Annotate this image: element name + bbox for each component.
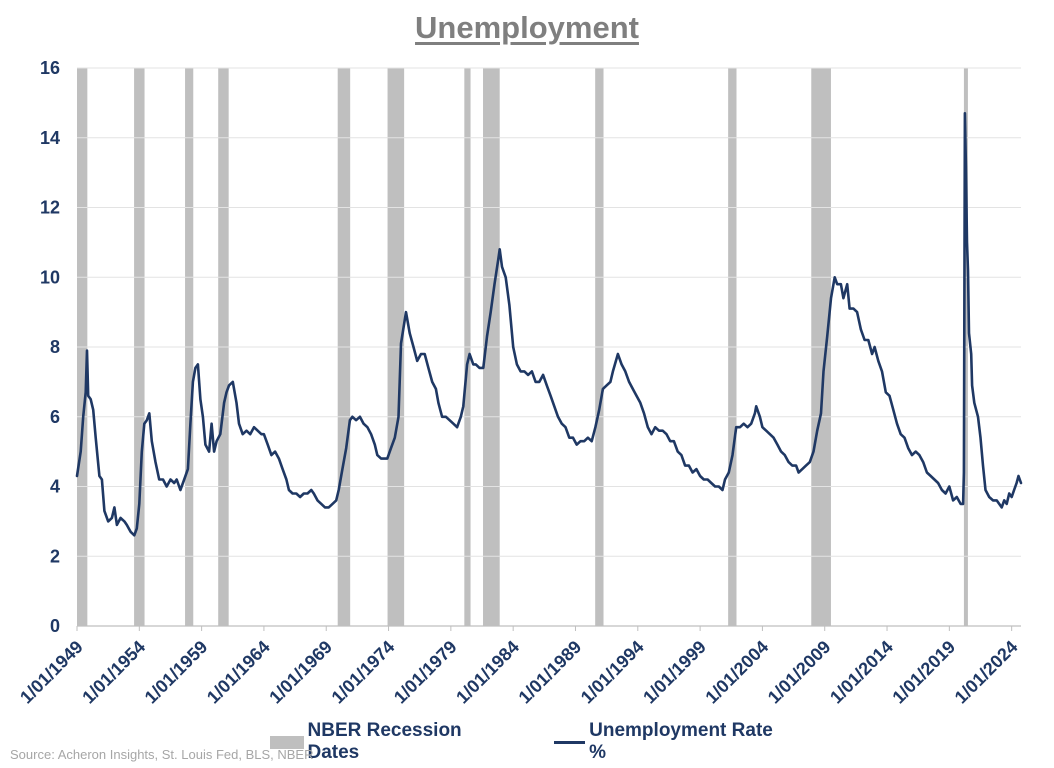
y-tick-label: 16 xyxy=(40,58,60,78)
y-tick-label: 8 xyxy=(50,337,60,357)
x-tick-label: 1/01/2009 xyxy=(764,637,835,708)
x-tick-label: 1/01/1989 xyxy=(515,637,586,708)
x-tick-label: 1/01/1994 xyxy=(577,637,648,708)
y-tick-label: 12 xyxy=(40,198,60,218)
y-tick-label: 0 xyxy=(50,616,60,636)
x-tick-label: 1/01/1959 xyxy=(141,637,212,708)
x-tick-label: 1/01/1954 xyxy=(78,637,149,708)
y-tick-label: 2 xyxy=(50,546,60,566)
x-tick-label: 1/01/1974 xyxy=(328,637,399,708)
source-note: Source: Acheron Insights, St. Louis Fed,… xyxy=(10,747,314,762)
y-tick-label: 14 xyxy=(40,128,60,148)
recession-swatch xyxy=(270,735,304,749)
x-tick-label: 1/01/2019 xyxy=(888,637,959,708)
x-tick-label: 1/01/1964 xyxy=(203,637,274,708)
x-tick-label: 1/01/1984 xyxy=(452,637,523,708)
chart-title: Unemployment xyxy=(415,10,639,45)
y-axis-ticks: 0 2 4 6 8 10 12 14 16 xyxy=(40,58,60,636)
x-tick-label: 1/01/2024 xyxy=(951,637,1022,708)
gridlines xyxy=(77,67,1021,627)
unemployment-line xyxy=(75,112,1023,537)
y-tick-label: 10 xyxy=(40,267,60,287)
legend-label-unemployment: Unemployment Rate % xyxy=(589,720,773,763)
legend-item-unemployment: Unemployment Rate % xyxy=(553,720,792,764)
x-tick-label: 1/01/1979 xyxy=(390,637,461,708)
legend-item-recessions: NBER Recession Dates xyxy=(270,720,516,764)
unemployment-swatch xyxy=(553,740,586,744)
x-tick-label: 1/01/2014 xyxy=(826,637,897,708)
unemployment-rate-line xyxy=(75,112,1023,537)
x-tick-label: 1/01/1969 xyxy=(265,637,336,708)
x-tick-label: 1/01/1949 xyxy=(16,637,87,708)
x-axis-ticks: 1/01/19491/01/19541/01/19591/01/19641/01… xyxy=(16,626,1021,707)
y-tick-label: 4 xyxy=(50,477,60,497)
x-tick-label: 1/01/2004 xyxy=(701,637,772,708)
x-tick-label: 1/01/1999 xyxy=(639,637,710,708)
legend-label-recessions: NBER Recession Dates xyxy=(307,720,462,763)
y-tick-label: 6 xyxy=(50,407,60,427)
legend: NBER Recession Dates Unemployment Rate % xyxy=(270,720,830,763)
